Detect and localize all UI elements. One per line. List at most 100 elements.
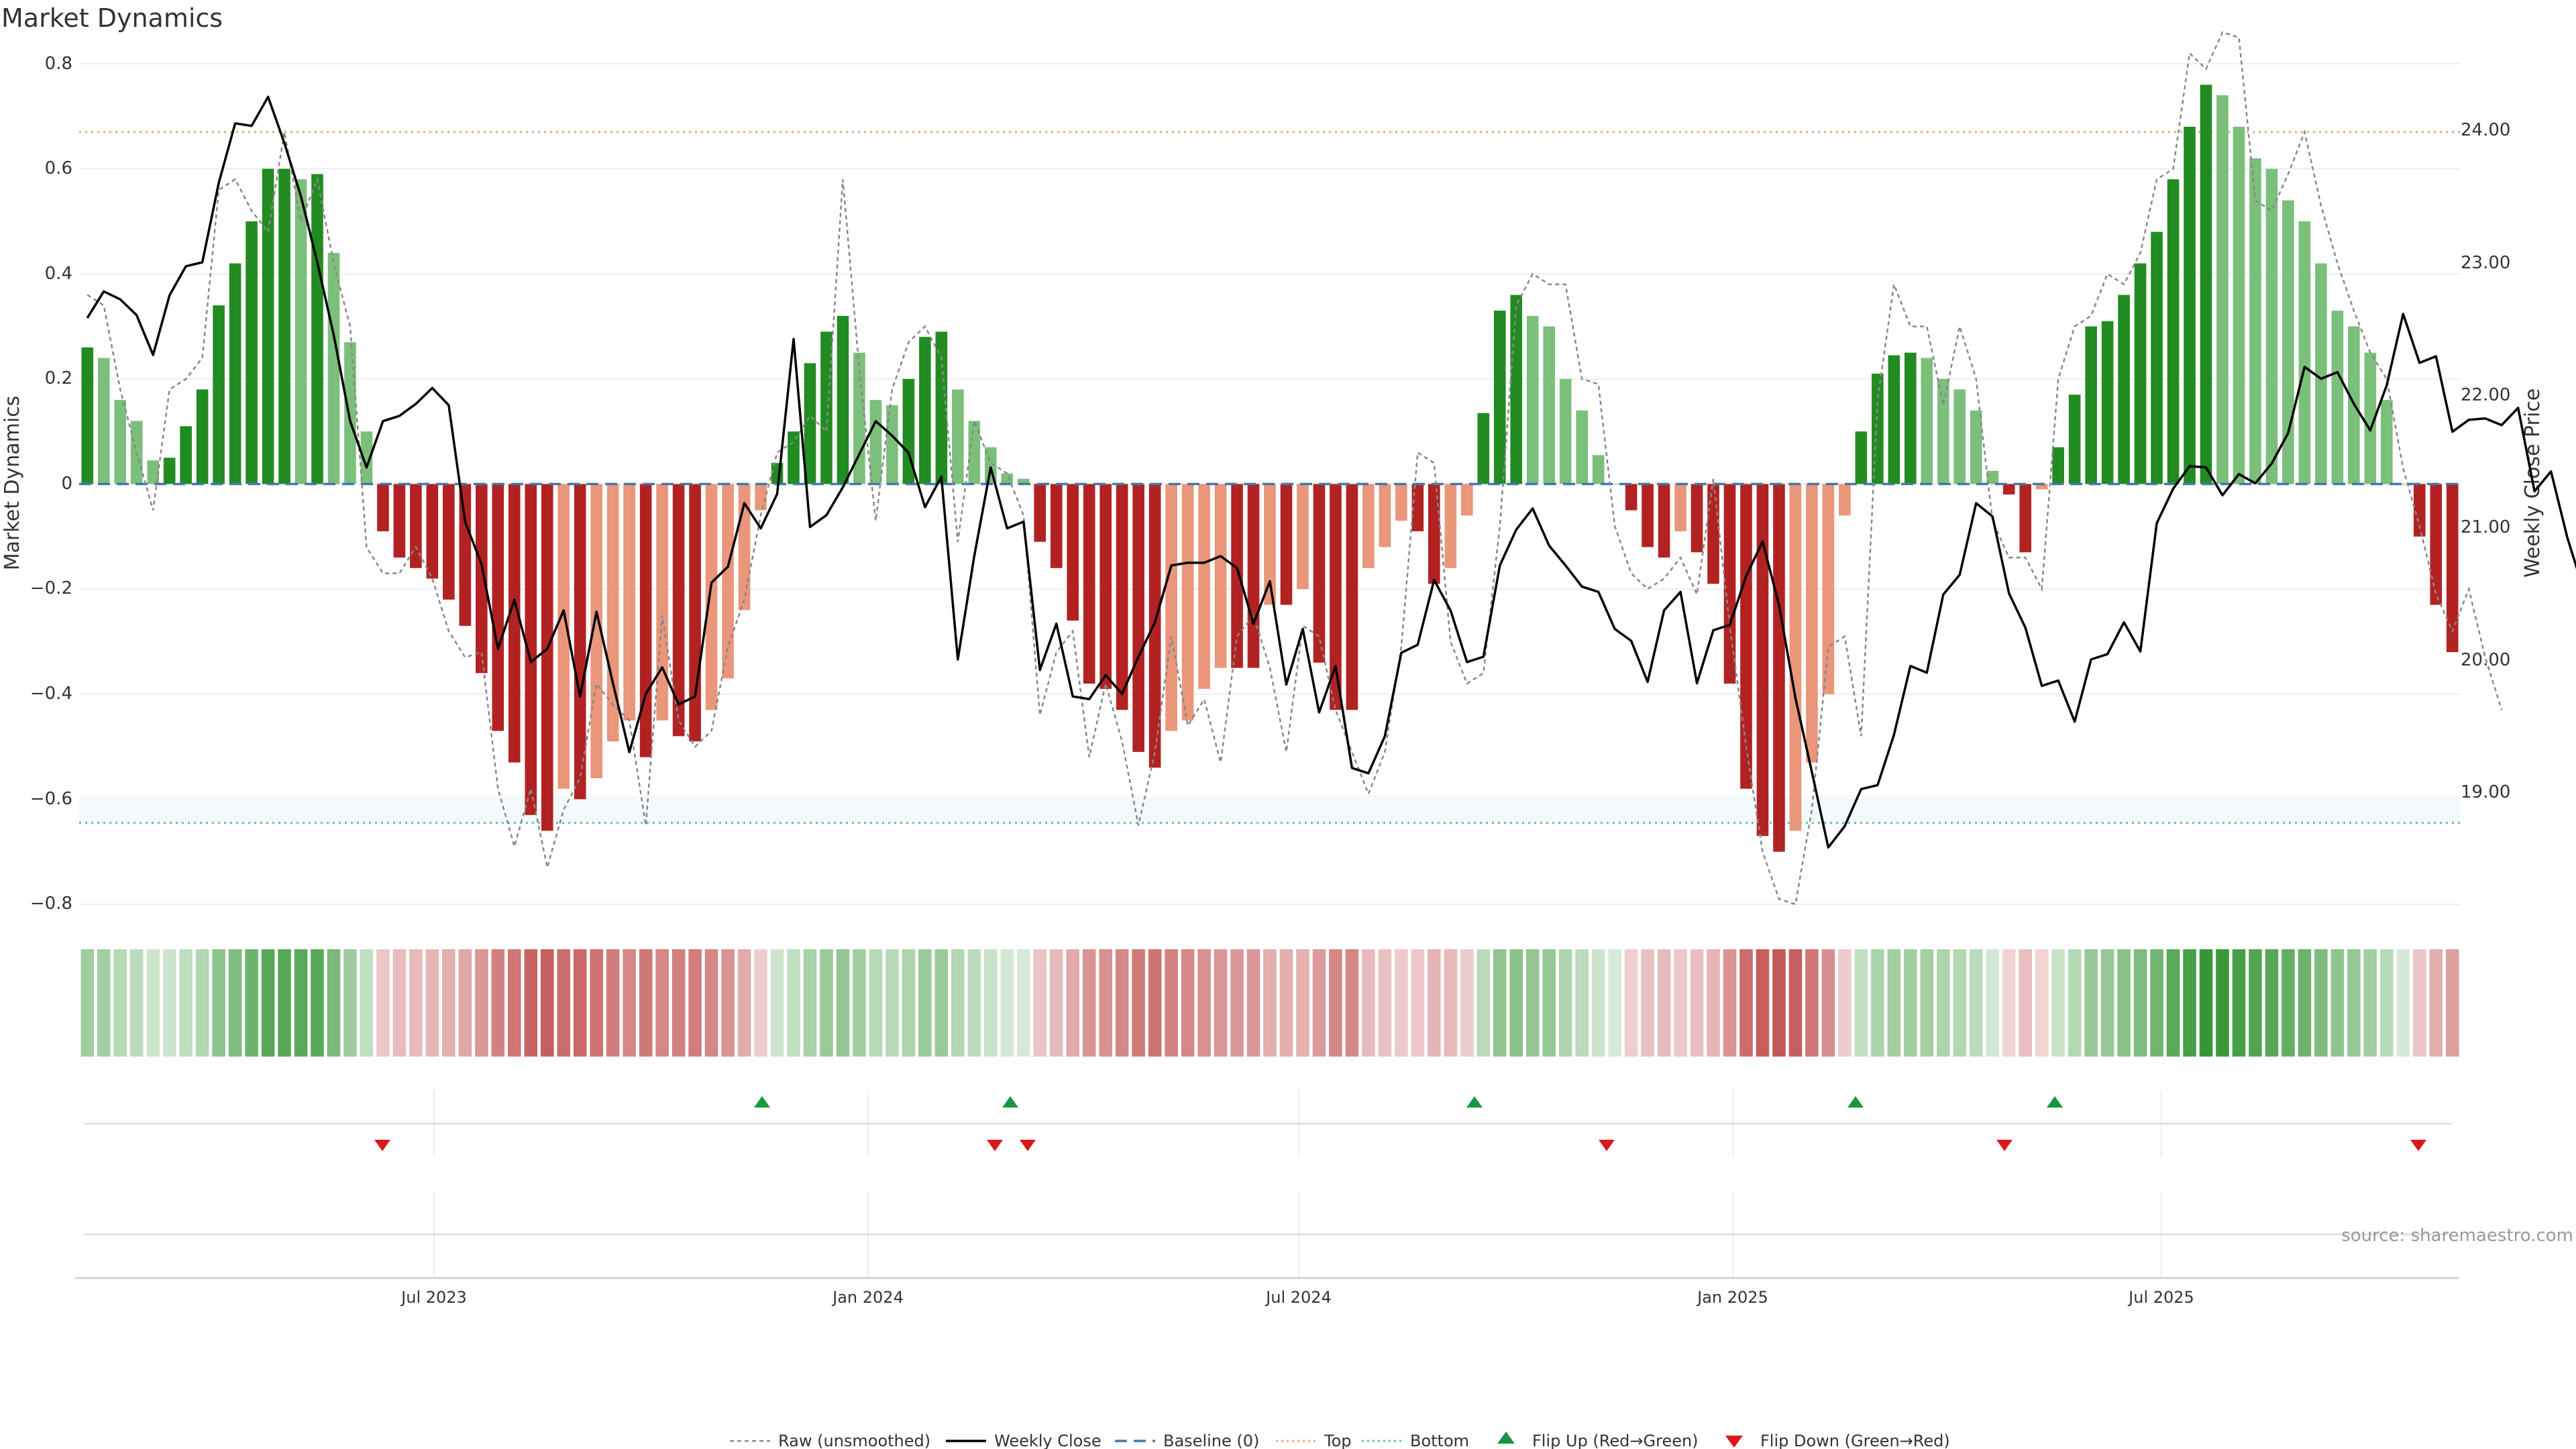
heat-cell <box>1263 949 1277 1057</box>
y-tick-label: 0.4 <box>45 264 72 284</box>
bar <box>1001 473 1014 484</box>
bar <box>1050 484 1063 568</box>
bar <box>2364 352 2377 484</box>
heat-cell <box>1493 949 1507 1057</box>
heat-cell <box>425 949 439 1057</box>
heat-cell <box>212 949 225 1057</box>
bar <box>1362 484 1375 568</box>
bar <box>1576 410 1588 484</box>
bar <box>2397 484 2410 485</box>
y-axis-label: Market Dynamics <box>1 396 24 571</box>
heat-cell <box>2199 949 2213 1057</box>
bar <box>1953 389 1966 484</box>
heat-cell <box>1033 949 1047 1057</box>
bar <box>2381 400 2393 484</box>
weekly-close-line <box>86 95 2576 849</box>
bar <box>180 426 192 484</box>
bar <box>1460 484 1473 516</box>
heat-cell <box>1049 949 1063 1057</box>
heat-cell <box>1821 949 1835 1057</box>
heat-cell <box>1000 949 1014 1057</box>
heat-cell <box>655 949 669 1057</box>
heat-cell <box>1016 949 1030 1057</box>
heat-cell <box>278 949 291 1057</box>
bar <box>1510 294 1523 484</box>
bar <box>2315 263 2327 484</box>
bar <box>2002 484 2015 495</box>
grid <box>79 63 2461 905</box>
heat-cell <box>1132 949 1145 1057</box>
heat-cell <box>2330 949 2345 1057</box>
legend: Raw (unsmoothed) Weekly Close Baseline (… <box>730 1432 1950 1449</box>
heat-cell <box>606 949 620 1057</box>
bar <box>1116 484 1128 710</box>
bar <box>722 484 734 679</box>
bar <box>755 484 767 511</box>
heat-cell <box>97 949 111 1057</box>
heat-cell <box>2183 949 2196 1057</box>
heat-cell <box>129 949 144 1057</box>
bar <box>1921 358 1933 484</box>
flip-down-marker <box>2410 1140 2426 1151</box>
bar <box>2052 447 2064 484</box>
bar <box>590 484 603 779</box>
bar <box>97 358 110 484</box>
flip-down-marker <box>1020 1140 1036 1151</box>
heat-cell <box>2347 949 2361 1057</box>
bar <box>262 168 274 484</box>
bar <box>1872 374 1884 484</box>
bar <box>788 431 800 484</box>
bar <box>639 484 652 757</box>
heat-cell <box>1428 949 1441 1057</box>
heat-cell <box>934 949 949 1057</box>
flip-up-marker <box>1847 1096 1864 1108</box>
heat-cell <box>508 949 521 1057</box>
heat-cell <box>1099 949 1112 1057</box>
bar <box>1773 484 1785 852</box>
heat-cell <box>984 949 998 1057</box>
heat-cell <box>1214 949 1228 1057</box>
bar <box>81 347 94 484</box>
heat-cell <box>1641 949 1654 1057</box>
bar <box>1099 484 1112 689</box>
bar <box>2167 179 2180 484</box>
bar <box>1379 484 1391 547</box>
legend-flip-down-icon <box>1725 1436 1743 1448</box>
bar <box>410 484 422 568</box>
bar <box>147 460 159 484</box>
flip-up-marker <box>1466 1096 1483 1108</box>
bar <box>1690 484 1703 553</box>
heat-cell <box>1148 949 1162 1057</box>
heat-cell <box>2166 949 2180 1057</box>
y-tick-label: 0 <box>61 474 72 494</box>
heat-cell <box>1756 949 1770 1057</box>
bar <box>1970 410 1982 484</box>
heat-cell <box>1246 949 1260 1057</box>
heat-cell <box>1197 949 1211 1057</box>
heat-cell <box>1345 949 1359 1057</box>
heat-cell <box>1788 949 1803 1057</box>
bar <box>1297 484 1309 590</box>
heat-cell <box>2445 949 2459 1057</box>
bar <box>2085 326 2097 484</box>
heat-cell <box>409 949 423 1057</box>
bar <box>1642 484 1654 547</box>
bar <box>1214 484 1227 668</box>
bar <box>2151 231 2163 484</box>
bar <box>492 484 504 731</box>
heat-cell <box>1296 949 1309 1057</box>
heat-cell <box>2133 949 2147 1057</box>
heat-cell <box>540 949 554 1057</box>
heat-cell <box>902 949 916 1057</box>
bar <box>541 484 553 831</box>
heat-cell <box>2363 949 2377 1057</box>
heat-cell <box>1838 949 1851 1057</box>
bar <box>327 252 340 484</box>
bar <box>1625 484 1638 511</box>
heat-cell <box>442 949 455 1057</box>
y-right-tick-label: 21.00 <box>2461 517 2510 537</box>
bar <box>311 174 323 484</box>
heat-cell <box>590 949 603 1057</box>
legend-top-label: Top <box>1324 1432 1352 1449</box>
chart-title: Market Dynamics <box>1 3 223 33</box>
